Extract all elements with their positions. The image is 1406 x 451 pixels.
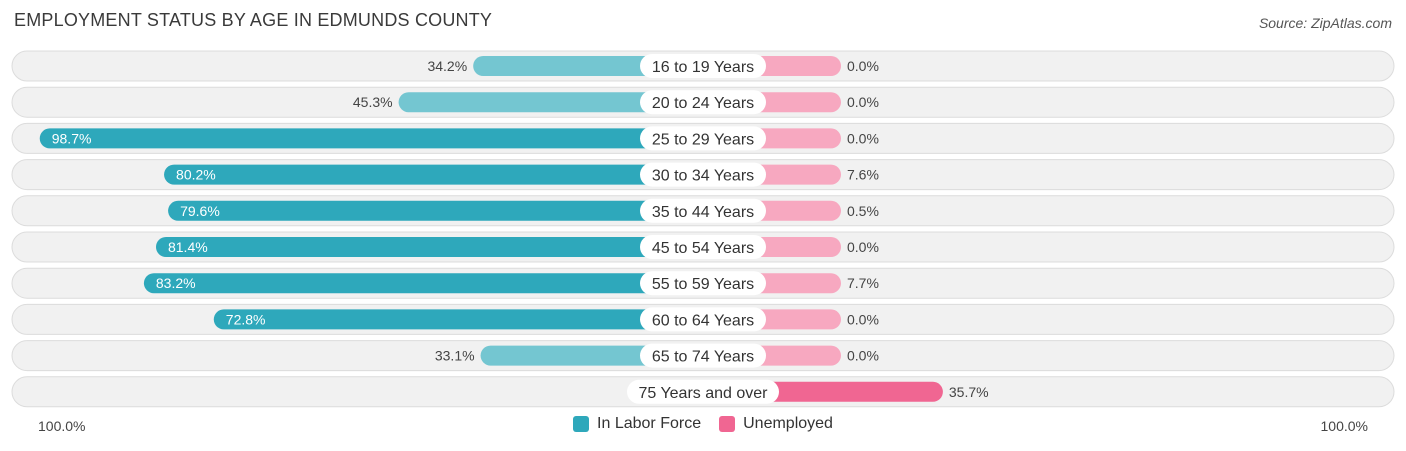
unemployed-value-label: 0.0%: [847, 94, 879, 110]
labor-value-label: 79.6%: [180, 203, 220, 219]
legend: In Labor Force Unemployed: [0, 415, 1406, 433]
legend-item-unemployed: Unemployed: [719, 415, 833, 433]
labor-value-label: 81.4%: [168, 239, 208, 255]
category-pill: [640, 90, 766, 115]
labor-value-label: 34.2%: [427, 58, 467, 74]
category-pill: [627, 379, 779, 404]
chart-title: EMPLOYMENT STATUS BY AGE IN EDMUNDS COUN…: [14, 10, 493, 30]
labor-value-label: 45.3%: [353, 94, 393, 110]
category-pill: [640, 54, 766, 78]
category-pill: [640, 343, 766, 368]
category-label: 60 to 64 Years: [652, 312, 754, 329]
legend-swatch-labor: [573, 416, 590, 432]
labor-value-label: 80.2%: [176, 167, 216, 183]
legend-label-unemployed: Unemployed: [743, 415, 833, 432]
category-pill: [640, 126, 766, 151]
labor-bar: [155, 237, 703, 257]
labor-value-label: 98.7%: [52, 130, 92, 146]
category-label: 65 to 74 Years: [652, 349, 754, 366]
unemployed-value-label: 7.6%: [847, 167, 879, 183]
category-pill: [640, 162, 766, 187]
unemployed-value-label: 0.5%: [847, 203, 879, 219]
labor-bar: [168, 200, 703, 221]
unemployed-value-label: 7.7%: [847, 275, 879, 291]
axis-left-label: 100.0%: [38, 418, 86, 434]
category-label: 30 to 34 Years: [652, 168, 754, 185]
legend-item-labor: In Labor Force: [573, 415, 701, 433]
category-label: 16 to 19 Years: [652, 59, 754, 76]
category-label: 55 to 59 Years: [652, 276, 754, 293]
labor-bar: [213, 309, 703, 330]
labor-bar: [398, 92, 703, 113]
category-label: 25 to 29 Years: [652, 131, 754, 148]
unemployed-value-label: 0.0%: [847, 311, 879, 327]
legend-label-labor: In Labor Force: [597, 415, 702, 432]
labor-bar: [164, 164, 703, 185]
labor-value-label: 33.1%: [435, 348, 475, 364]
labor-value-label: 83.2%: [156, 275, 196, 291]
unemployed-value-label: 35.7%: [949, 384, 989, 400]
source-credit: Source: ZipAtlas.com: [1258, 15, 1392, 31]
labor-bar: [143, 273, 703, 294]
unemployed-value-label: 0.0%: [847, 58, 879, 74]
category-label: 45 to 54 Years: [652, 240, 754, 257]
labor-bar: [39, 128, 703, 149]
category-pill: [640, 271, 766, 296]
legend-swatch-unemployed: [719, 416, 736, 432]
category-pill: [640, 198, 766, 223]
labor-value-label: 72.8%: [226, 311, 266, 327]
category-pill: [640, 235, 766, 259]
unemployed-value-label: 0.0%: [847, 348, 879, 364]
category-label: 35 to 44 Years: [652, 204, 754, 221]
unemployed-value-label: 0.0%: [847, 130, 879, 146]
category-pill: [640, 307, 766, 332]
category-label: 75 Years and over: [639, 385, 769, 402]
unemployed-value-label: 0.0%: [847, 239, 879, 255]
category-label: 20 to 24 Years: [652, 95, 754, 112]
axis-right-label: 100.0%: [1320, 418, 1368, 434]
